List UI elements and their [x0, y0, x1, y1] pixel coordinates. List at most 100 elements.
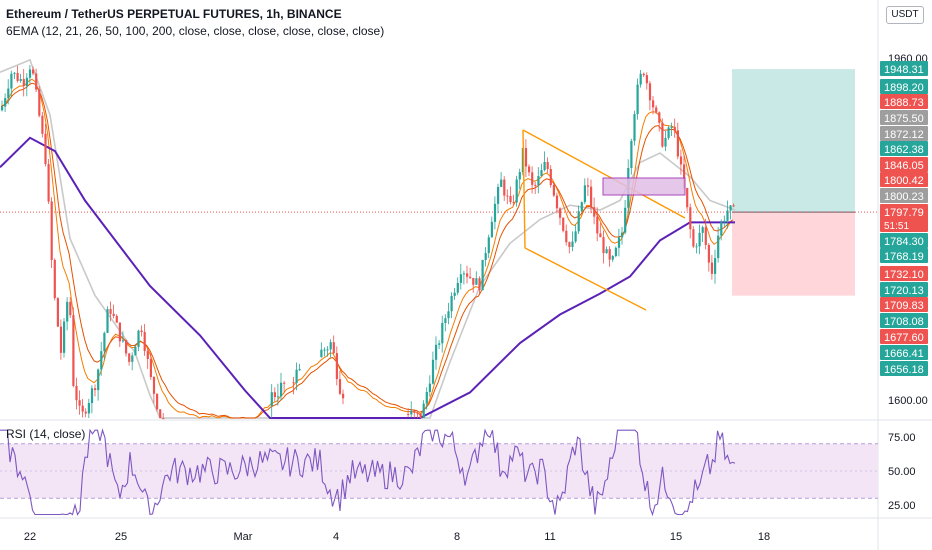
rsi-tick-label: 50.00 [888, 466, 916, 478]
ema-50-line [0, 58, 736, 419]
candle-body [56, 298, 59, 327]
price-axis[interactable]: 1960.001600.001948.311898.201888.731875.… [880, 53, 928, 512]
candle-body [484, 253, 487, 260]
candle-body [577, 211, 580, 232]
candle-body [630, 140, 633, 169]
candle-body [534, 184, 537, 186]
candle-body [38, 89, 41, 116]
price-label: 1800.42 [880, 172, 928, 187]
candle-body [137, 330, 140, 347]
countdown-text: 51:51 [884, 221, 909, 232]
candle-body [645, 75, 648, 84]
candle-body [78, 400, 81, 406]
candle-body [162, 418, 165, 420]
time-axis[interactable]: 22 25 Mar 4 8 11 15 18 [24, 531, 770, 543]
price-label-bg [880, 157, 928, 172]
price-label-text: 1875.50 [884, 113, 924, 125]
candle-body [707, 244, 710, 263]
candle-body [586, 185, 590, 187]
candle-body [676, 130, 679, 157]
candle-body [273, 392, 276, 398]
candle-body [639, 73, 642, 85]
price-label-text: 1862.38 [884, 144, 924, 156]
candle-body [717, 235, 720, 259]
candle-body [326, 349, 329, 351]
candle-body [652, 100, 655, 108]
candle-body [555, 195, 559, 209]
candle-body [444, 318, 447, 323]
candle-body [704, 227, 707, 245]
price-label: 1898.20 [880, 79, 928, 94]
candle-body [416, 412, 419, 414]
price-label-text: 1898.20 [884, 82, 924, 94]
candle-body [493, 203, 497, 222]
price-label: 1846.05 [880, 157, 928, 172]
candle-body [710, 262, 714, 274]
candle-body [140, 330, 143, 333]
price-label-bg [880, 297, 928, 312]
candle-body [407, 413, 410, 415]
candle-body [44, 133, 47, 165]
candle-body [621, 232, 624, 238]
time-tick-label: 8 [454, 531, 460, 543]
candle-body [590, 186, 593, 208]
ema-21-line [0, 82, 733, 419]
candle-body [422, 403, 425, 418]
price-label-text: 1666.41 [884, 348, 924, 360]
candle-body [481, 259, 484, 291]
price-label-bg [880, 361, 928, 376]
candle-body [109, 309, 112, 314]
currency-button[interactable]: USDT [886, 6, 924, 24]
candle-body [125, 340, 128, 354]
candle-body [329, 342, 332, 350]
candle-body [59, 326, 63, 353]
time-tick-label: 11 [544, 531, 555, 543]
candle-body [121, 340, 125, 342]
rsi-tick-label: 25.00 [888, 500, 916, 512]
candle-body [47, 164, 50, 202]
candle-body [143, 332, 146, 352]
candle-body [298, 369, 301, 371]
price-label: 1709.83 [880, 297, 928, 312]
candle-body [720, 222, 723, 236]
candle-body [574, 231, 577, 242]
candle-body [546, 161, 549, 169]
rsi-pane [0, 428, 878, 517]
candle-body [614, 247, 617, 257]
candle-body [159, 409, 162, 418]
price-label-bg [880, 172, 928, 187]
candle-body [633, 114, 636, 141]
candle-body [410, 410, 413, 415]
candle-body [270, 392, 273, 406]
candle-body [642, 73, 645, 76]
price-label: 1768.19 [880, 248, 928, 263]
position-zones[interactable] [0, 69, 878, 296]
price-label: 1862.38 [880, 141, 928, 156]
price-label-text: 1656.18 [884, 364, 924, 376]
candle-body [332, 342, 335, 354]
price-label-text: 1708.08 [884, 316, 924, 328]
candle-body [28, 69, 32, 78]
candle-body [568, 242, 571, 247]
time-tick-label: 25 [115, 531, 127, 543]
candle-body [636, 84, 639, 115]
candle-body [41, 115, 44, 134]
ema-12-line [0, 78, 733, 419]
candle-body [72, 315, 75, 386]
candle-body [1, 106, 4, 111]
candle-body [7, 88, 10, 99]
price-label-bg [880, 61, 928, 76]
candle-body [81, 405, 84, 412]
supply-box [602, 177, 686, 196]
drawings-layer[interactable] [522, 129, 686, 311]
candle-body [94, 388, 97, 391]
candle-body [25, 77, 28, 87]
price-label-text: 1888.73 [884, 97, 924, 109]
candle-body [506, 195, 509, 197]
candle-body [435, 344, 438, 360]
rsi-legend: RSI (14, close) [6, 427, 86, 441]
candle-body [441, 322, 444, 344]
chart-title: Ethereum / TetherUS PERPETUAL FUTURES, 1… [6, 7, 342, 21]
candle-body [599, 233, 602, 238]
